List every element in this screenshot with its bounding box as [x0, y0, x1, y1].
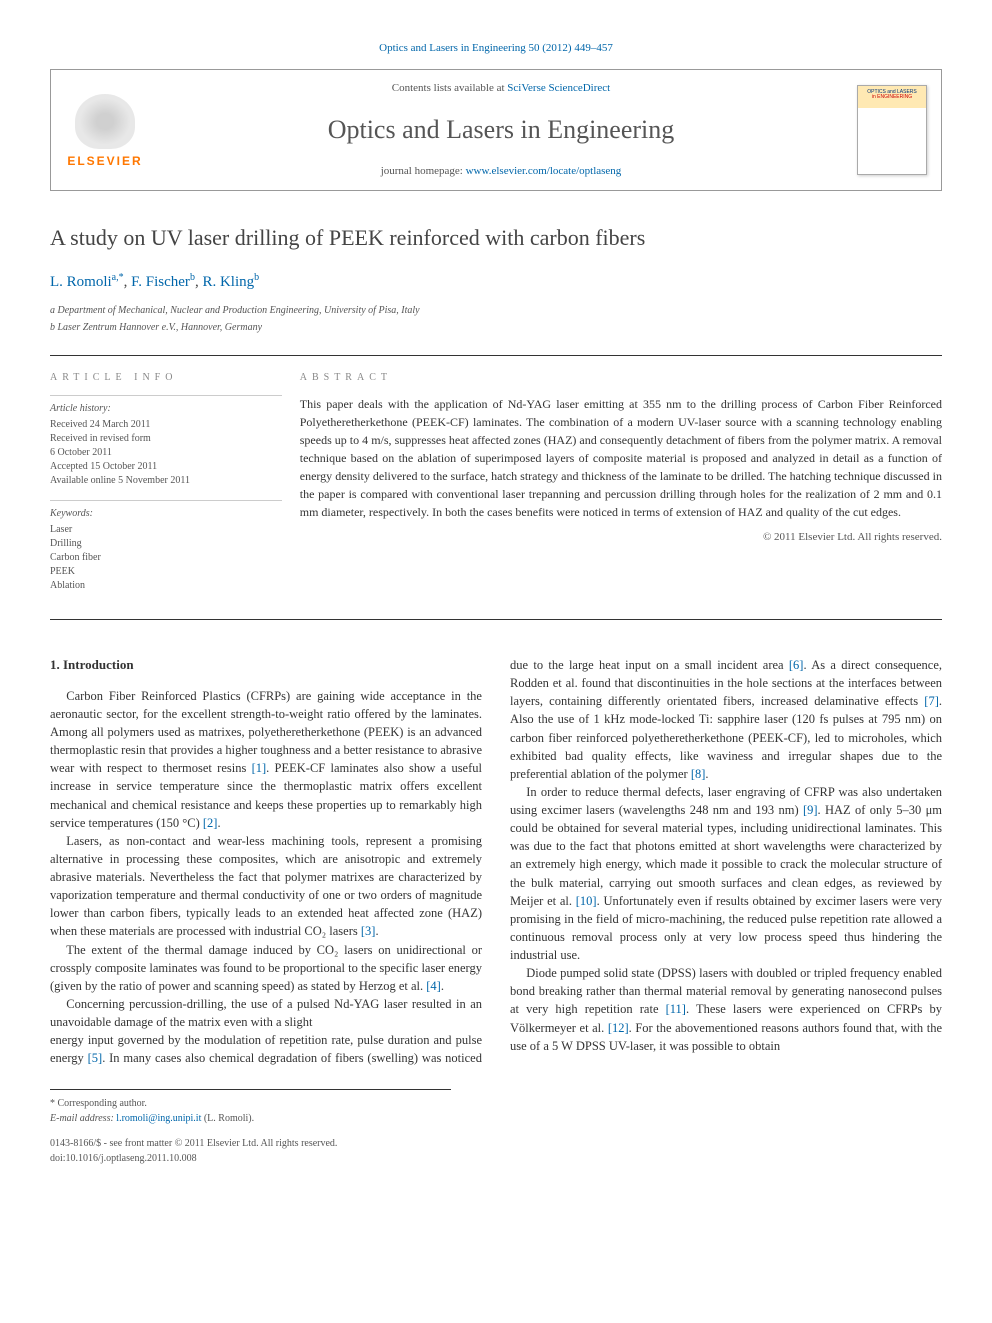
abstract-copyright: © 2011 Elsevier Ltd. All rights reserved… — [300, 529, 942, 546]
publisher-name: ELSEVIER — [67, 152, 142, 170]
doi-line: doi:10.1016/j.optlaseng.2011.10.008 — [50, 1151, 942, 1166]
affiliation-b: b Laser Zentrum Hannover e.V., Hannover,… — [50, 320, 942, 335]
journal-cover-text: OPTICS and LASERS in ENGINEERING — [858, 86, 926, 101]
info-abstract-block: ARTICLE INFO Article history: Received 2… — [50, 355, 942, 620]
history-item: 6 October 2011 — [50, 446, 282, 460]
elsevier-tree-icon — [75, 94, 135, 149]
homepage-line: journal homepage: www.elsevier.com/locat… — [145, 163, 857, 180]
keyword: Ablation — [50, 579, 282, 593]
article-title: A study on UV laser drilling of PEEK rei… — [50, 221, 942, 254]
ref-link[interactable]: [9] — [803, 803, 818, 817]
footer-meta: 0143-8166/$ - see front matter © 2011 El… — [50, 1136, 942, 1166]
body-paragraph: In order to reduce thermal defects, lase… — [510, 783, 942, 964]
author-link[interactable]: L. Romoli — [50, 274, 112, 290]
ref-link[interactable]: [5] — [88, 1051, 103, 1065]
keywords-label: Keywords: — [50, 507, 282, 521]
abstract-text: This paper deals with the application of… — [300, 395, 942, 521]
ref-link[interactable]: [12] — [608, 1021, 629, 1035]
section-heading-intro: 1. Introduction — [50, 656, 482, 675]
history-item: Available online 5 November 2011 — [50, 474, 282, 488]
sciencedirect-link[interactable]: SciVerse ScienceDirect — [507, 82, 610, 94]
email-label: E-mail address: — [50, 1113, 116, 1124]
contents-prefix: Contents lists available at — [392, 82, 507, 94]
keyword: Carbon fiber — [50, 551, 282, 565]
body-paragraph: Diode pumped solid state (DPSS) lasers w… — [510, 964, 942, 1055]
top-citation-link[interactable]: Optics and Lasers in Engineering 50 (201… — [379, 42, 613, 54]
ref-link[interactable]: [6] — [789, 658, 804, 672]
body-paragraph: Concerning percussion-drilling, the use … — [50, 995, 482, 1031]
header-center: Contents lists available at SciVerse Sci… — [145, 80, 857, 180]
corr-author-note: * Corresponding author. — [50, 1096, 451, 1111]
ref-link[interactable]: [2] — [203, 816, 218, 830]
body-paragraph: The extent of the thermal damage induced… — [50, 941, 482, 995]
footnotes: * Corresponding author. E-mail address: … — [50, 1089, 451, 1126]
journal-cover-thumb: OPTICS and LASERS in ENGINEERING — [857, 85, 927, 175]
article-info-col: ARTICLE INFO Article history: Received 2… — [50, 356, 300, 619]
affil-mark[interactable]: a, — [112, 272, 119, 283]
body-paragraph: Carbon Fiber Reinforced Plastics (CFRPs)… — [50, 687, 482, 832]
affiliation-a: a Department of Mechanical, Nuclear and … — [50, 303, 942, 318]
publisher-logo: ELSEVIER — [65, 90, 145, 170]
email-link[interactable]: l.romoli@ing.unipi.it — [116, 1113, 201, 1124]
homepage-link[interactable]: www.elsevier.com/locate/optlaseng — [466, 165, 622, 177]
abstract-label: ABSTRACT — [300, 370, 942, 385]
ref-link[interactable]: [3] — [361, 924, 376, 938]
ref-link[interactable]: [1] — [252, 761, 267, 775]
ref-link[interactable]: [10] — [576, 894, 597, 908]
ref-link[interactable]: [4] — [426, 979, 441, 993]
keyword: PEEK — [50, 565, 282, 579]
history-item: Accepted 15 October 2011 — [50, 460, 282, 474]
contents-line: Contents lists available at SciVerse Sci… — [145, 80, 857, 97]
ref-link[interactable]: [7] — [924, 694, 939, 708]
body-columns: 1. Introduction Carbon Fiber Reinforced … — [50, 656, 942, 1067]
history-item: Received 24 March 2011 — [50, 418, 282, 432]
author-link[interactable]: R. Kling — [202, 274, 254, 290]
homepage-prefix: journal homepage: — [381, 165, 466, 177]
issn-line: 0143-8166/$ - see front matter © 2011 El… — [50, 1136, 942, 1151]
journal-name: Optics and Lasers in Engineering — [145, 110, 857, 149]
affiliations: a Department of Mechanical, Nuclear and … — [50, 303, 942, 335]
affil-mark[interactable]: b — [254, 272, 259, 283]
keywords: Keywords: Laser Drilling Carbon fiber PE… — [50, 500, 282, 593]
author-link[interactable]: F. Fischer — [131, 274, 190, 290]
ref-link[interactable]: [8] — [691, 767, 706, 781]
email-line: E-mail address: l.romoli@ing.unipi.it (L… — [50, 1111, 451, 1126]
history-label: Article history: — [50, 402, 282, 416]
body-paragraph: Lasers, as non-contact and wear-less mac… — [50, 832, 482, 941]
article-info-label: ARTICLE INFO — [50, 370, 282, 385]
journal-header: ELSEVIER Contents lists available at Sci… — [50, 69, 942, 191]
keyword: Laser — [50, 523, 282, 537]
page: Optics and Lasers in Engineering 50 (201… — [0, 0, 992, 1206]
article-history: Article history: Received 24 March 2011 … — [50, 395, 282, 488]
keyword: Drilling — [50, 537, 282, 551]
top-citation: Optics and Lasers in Engineering 50 (201… — [50, 40, 942, 57]
authors-line: L. Romolia,*, F. Fischerb, R. Klingb — [50, 270, 942, 294]
abstract-col: ABSTRACT This paper deals with the appli… — [300, 356, 942, 619]
ref-link[interactable]: [11] — [666, 1002, 686, 1016]
history-item: Received in revised form — [50, 432, 282, 446]
